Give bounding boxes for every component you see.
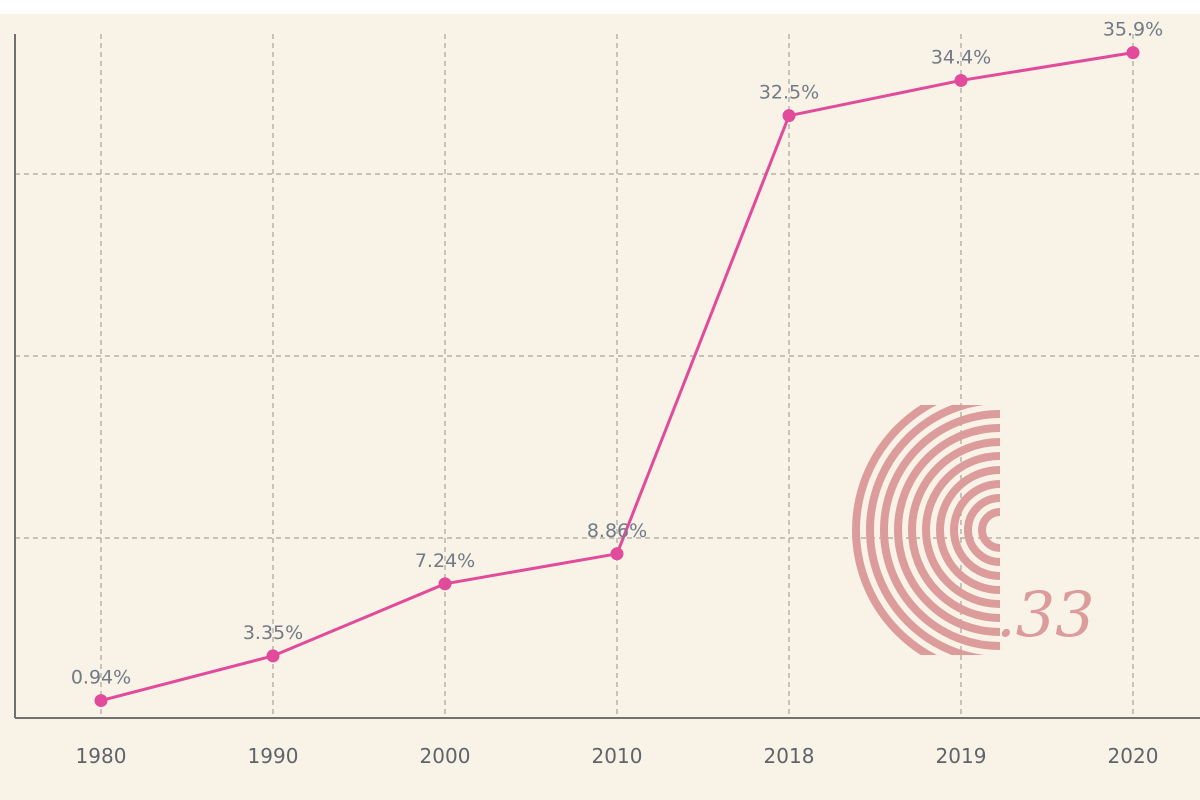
data-point	[954, 73, 968, 87]
data-label: 0.94%	[71, 667, 131, 689]
data-point	[438, 577, 452, 591]
stamp-ring	[950, 480, 1000, 580]
data-label: 7.24%	[415, 550, 475, 572]
stamp-ring	[964, 494, 1000, 566]
data-label: 32.5%	[759, 82, 819, 104]
data-point	[266, 649, 280, 663]
stamp-ring	[922, 452, 1000, 608]
data-label: 34.4%	[931, 46, 991, 68]
stamp-ring	[908, 438, 1000, 622]
data-point	[94, 694, 108, 708]
data-label: 8.86%	[587, 520, 647, 542]
x-tick-label: 2020	[1108, 744, 1159, 768]
grid	[15, 34, 1200, 718]
x-tick-label: 2000	[420, 744, 471, 768]
stamp-text: .33	[996, 578, 1095, 651]
stamp-ring	[880, 410, 1000, 650]
stamp-ring	[978, 508, 1000, 552]
x-tick-label: 1980	[76, 744, 127, 768]
stamp-ring	[866, 405, 985, 655]
watermark-stamp: .33	[852, 405, 1095, 655]
data-point	[782, 109, 796, 123]
data-label: 3.35%	[243, 622, 303, 644]
x-tick-label: 2018	[764, 744, 815, 768]
data-point	[610, 547, 624, 561]
data-label: 35.9%	[1103, 19, 1163, 41]
stamp-rings	[852, 405, 1000, 655]
data-point	[1126, 46, 1140, 60]
stamp-ring	[852, 405, 937, 655]
chart-background	[0, 14, 1200, 800]
axes	[14, 34, 1200, 719]
stamp-ring	[936, 466, 1000, 594]
x-tick-label: 2010	[592, 744, 643, 768]
x-tick-label: 1990	[248, 744, 299, 768]
x-tick-label: 2019	[936, 744, 987, 768]
x-axis-ticks: 1980 1990 2000 2010 2018 2019 2020	[76, 744, 1159, 768]
series-group	[94, 46, 1140, 708]
data-labels: 0.94% 3.35% 7.24% 8.86% 32.5% 34.4% 35.9%	[71, 19, 1163, 689]
stamp-ring	[894, 424, 1000, 636]
